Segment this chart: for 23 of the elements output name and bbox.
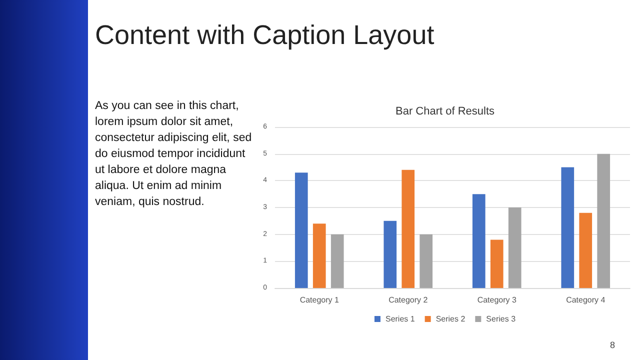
bar	[420, 234, 433, 288]
bar	[384, 220, 397, 288]
text: As you can see in this chart, lorem ipsum dolor sit amet, consectetur adipiscing elit, sed do eiusmod tempor incididunt ut labore et dolore magna aliqua. Ut enim ad minim veniam, quis nostrud.	[95, 99, 253, 210]
bar	[579, 212, 592, 288]
text: Content with Caption Layout	[95, 20, 434, 51]
bar	[472, 194, 486, 288]
bar	[508, 208, 522, 288]
bar	[330, 234, 344, 288]
chart-title: Bar Chart of Results	[395, 106, 496, 118]
x-tick-label: Category 4	[566, 296, 606, 304]
legend-label: Series 1	[385, 314, 416, 324]
x-tick-label: Category 2	[388, 296, 428, 304]
bar	[294, 172, 308, 288]
x-tick-label: Category 1	[300, 296, 340, 304]
x-tick-label: Category 3	[477, 296, 517, 304]
bar	[402, 170, 415, 288]
bar	[312, 224, 326, 288]
legend-label: Series 2	[436, 314, 466, 324]
bar	[597, 154, 610, 288]
bar	[490, 240, 504, 288]
text: 8	[610, 340, 616, 350]
bar	[561, 167, 574, 288]
legend-label: Series 3	[486, 314, 516, 324]
